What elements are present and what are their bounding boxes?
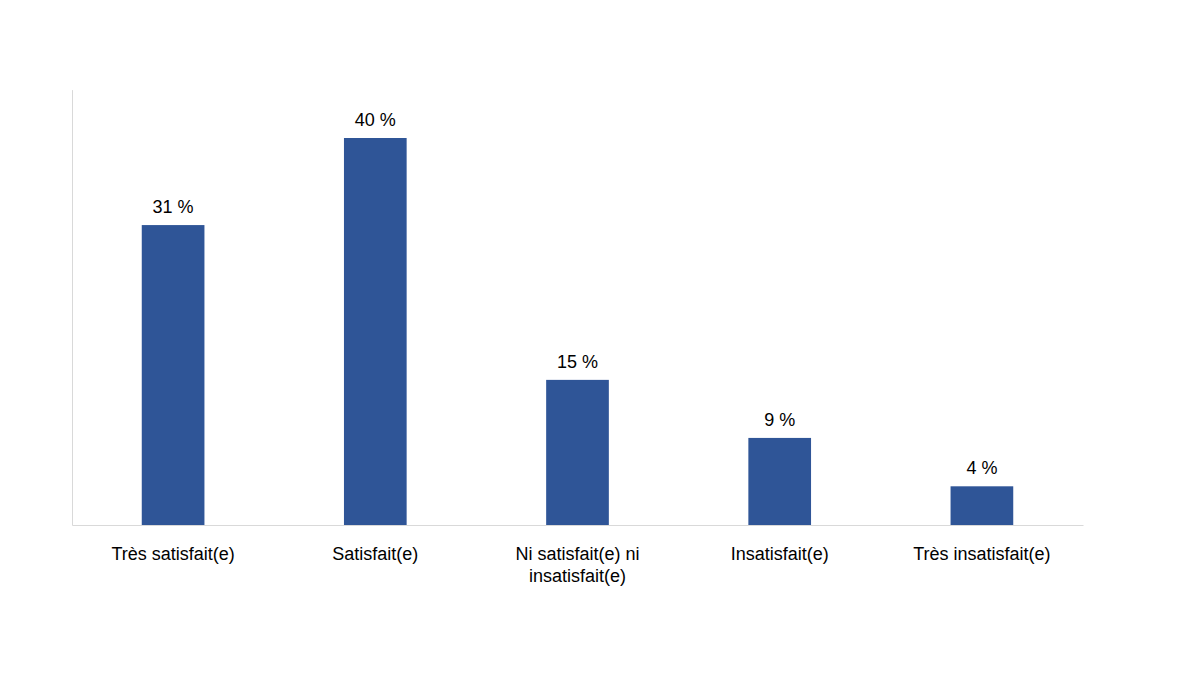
x-tick: Insatisfait(e)	[731, 525, 829, 564]
x-tick-label: Insatisfait(e)	[731, 544, 829, 564]
x-tick-label: Très insatisfait(e)	[913, 544, 1050, 564]
x-tick-label: Satisfait(e)	[332, 544, 418, 564]
x-axis-line	[73, 525, 1084, 526]
bar	[344, 138, 407, 525]
bars	[142, 138, 1013, 525]
bar	[951, 486, 1014, 525]
x-tick: Ni satisfait(e) niinsatisfait(e)	[515, 525, 639, 586]
x-tick-label-line: Ni satisfait(e) ni	[515, 544, 639, 564]
x-tick: Très satisfait(e)	[111, 525, 234, 564]
x-tick-label-line: Très satisfait(e)	[111, 544, 234, 564]
bar	[142, 225, 205, 525]
x-tick-label-line: insatisfait(e)	[529, 566, 626, 586]
x-tick-label-line: Très insatisfait(e)	[913, 544, 1050, 564]
data-labels: 31 % 40 % 15 % 9 % 4 %	[153, 110, 998, 478]
data-label: 9 %	[764, 410, 795, 430]
bar	[748, 438, 811, 525]
chart: Très satisfait(e) Satisfait(e) Ni satisfai…	[0, 0, 1200, 675]
x-tick-label: Ni satisfait(e) niinsatisfait(e)	[515, 544, 639, 587]
x-tick-label-line: Satisfait(e)	[332, 544, 418, 564]
bar	[546, 380, 609, 525]
data-label: 31 %	[153, 197, 194, 217]
data-label: 4 %	[966, 458, 997, 478]
y-axis-line	[72, 90, 73, 525]
x-tick-label-line: Insatisfait(e)	[731, 544, 829, 564]
x-tick: Très insatisfait(e)	[913, 525, 1050, 564]
x-axis: Très satisfait(e) Satisfait(e) Ni satisfai…	[73, 525, 1084, 586]
y-axis	[72, 90, 73, 525]
x-tick-label: Très satisfait(e)	[111, 544, 234, 564]
x-tick: Satisfait(e)	[332, 525, 418, 564]
data-label: 15 %	[557, 352, 598, 372]
data-label: 40 %	[355, 110, 396, 130]
